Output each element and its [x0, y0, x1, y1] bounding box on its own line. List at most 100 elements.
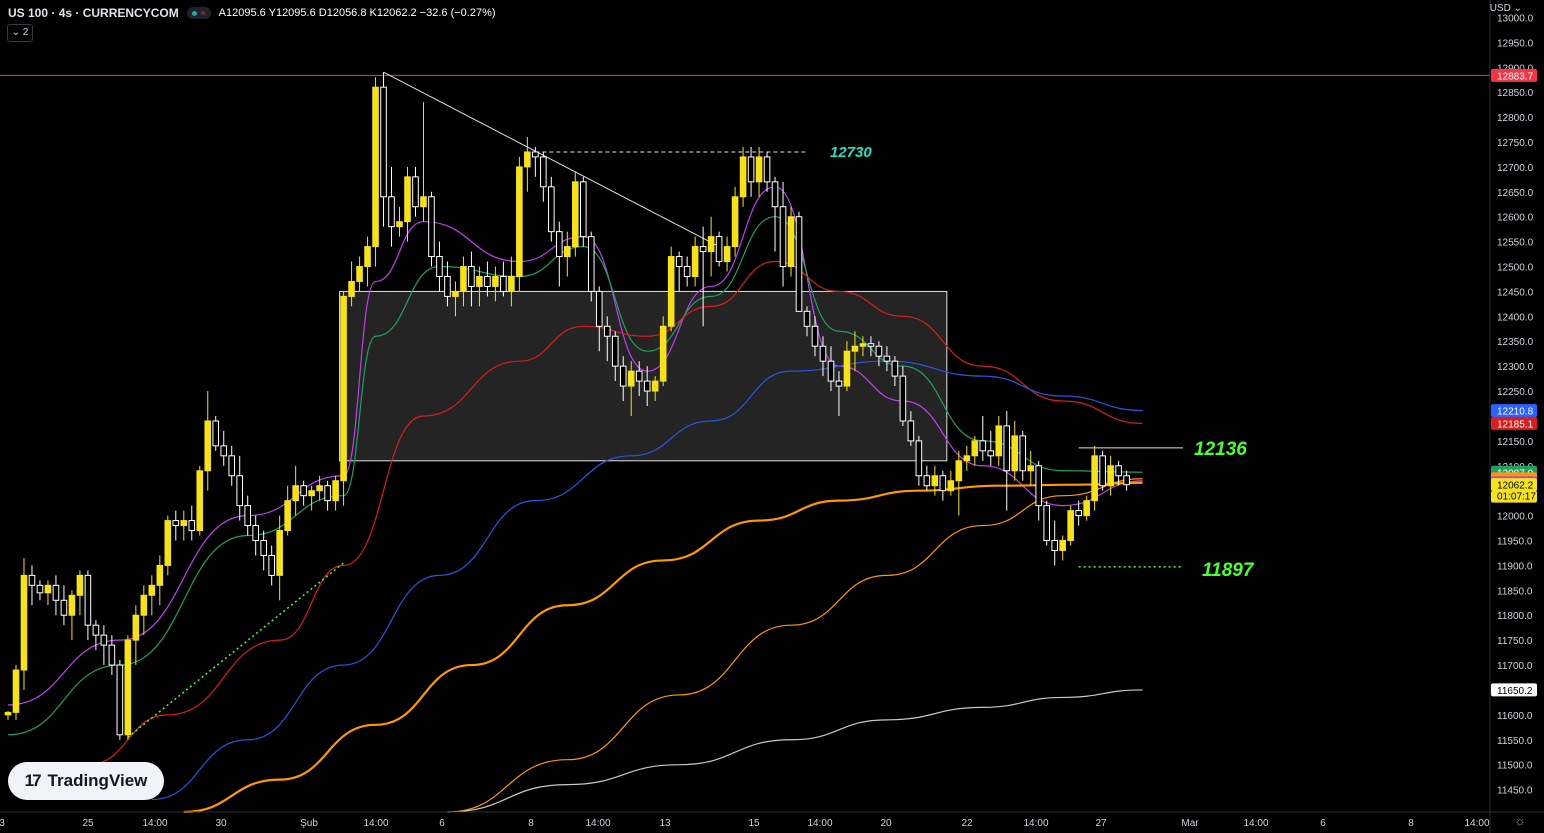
candle-body [587, 236, 595, 292]
y-tick-label: 12750.0 [1497, 138, 1534, 149]
candle-body [851, 345, 859, 352]
candle-body [595, 290, 603, 327]
candle-body [827, 360, 835, 382]
candle-body [691, 246, 699, 277]
x-tick-label: 14:00 [1023, 818, 1048, 829]
candle-body [172, 520, 180, 527]
tradingview-logo[interactable]: 17 TradingView [8, 762, 164, 800]
candle-body [68, 594, 76, 616]
y-tick-label: 12000.0 [1497, 512, 1534, 523]
candle-body [324, 485, 331, 502]
candle-body [1075, 510, 1082, 517]
chart-header: US 100 · 4s · CURRENCYCOM ≈ A12095.6 Y12… [8, 6, 496, 20]
y-tick-label: 11500.0 [1497, 761, 1533, 772]
price-label: 12210.8 [1497, 407, 1534, 418]
currency-selector[interactable]: USD ⌄ [1489, 3, 1522, 14]
price-label: 12185.1 [1497, 419, 1534, 430]
y-tick-label: 11450.0 [1497, 786, 1533, 797]
y-tick-label: 12650.0 [1497, 188, 1534, 199]
candle-body [468, 266, 475, 287]
candle-body [76, 574, 84, 596]
candle-body [140, 594, 148, 616]
y-tick-label: 13000.0 [1497, 13, 1534, 24]
candle-body [747, 156, 755, 183]
price-label-bg [1491, 478, 1537, 492]
candle-body [1115, 465, 1122, 477]
x-tick-label: 14:00 [363, 818, 388, 829]
candle-body [252, 525, 259, 542]
candle-body [1011, 435, 1019, 472]
ohlc-readout: A12095.6 Y12095.6 D12056.8 K12062.2 −32.… [218, 7, 496, 19]
flag-icon: ≈ [200, 8, 206, 18]
candle-body [667, 256, 675, 327]
candle-body [731, 196, 739, 248]
annotation-12136: 12136 [1194, 439, 1247, 460]
candle-body [899, 375, 907, 422]
x-tick-label: 6 [1320, 818, 1326, 829]
price-label-bg [1491, 404, 1537, 418]
candle-body [484, 275, 491, 287]
x-tick-label: 27 [1095, 818, 1107, 829]
candle-body [795, 216, 803, 312]
candle-body [923, 475, 931, 487]
candle-body [164, 520, 172, 566]
candle-body [260, 540, 267, 556]
candle-body [444, 275, 451, 297]
y-tick-label: 11850.0 [1497, 586, 1533, 597]
candle-body [508, 275, 515, 292]
candle-body [651, 380, 659, 392]
candle-body [995, 425, 1003, 457]
candle-body [564, 246, 571, 258]
y-tick-label: 12800.0 [1497, 113, 1534, 124]
price-label-bg [1491, 416, 1537, 430]
y-tick-label: 11600.0 [1497, 711, 1533, 722]
y-tick-label: 11700.0 [1497, 661, 1533, 672]
candle-body [723, 246, 731, 263]
candle-body [276, 530, 283, 576]
market-status-indicator[interactable]: ≈ [186, 7, 211, 19]
candle-body [284, 500, 291, 532]
candle-body [4, 711, 12, 716]
candle-body [124, 639, 132, 736]
y-tick-label: 11800.0 [1497, 611, 1533, 622]
indicator-collapse-button[interactable]: ⌄ 2 [7, 24, 33, 42]
x-tick-label: 8 [1408, 818, 1414, 829]
candle-body [867, 343, 875, 347]
candle-body [755, 156, 763, 183]
consolidation-zone [339, 290, 948, 462]
candle-body [292, 485, 299, 502]
symbol-title[interactable]: US 100 · 4s · CURRENCYCOM [8, 6, 179, 20]
candle-body [12, 669, 20, 713]
candle-body [92, 624, 100, 636]
price-label-bg [1491, 68, 1537, 82]
candle-body [971, 440, 979, 457]
candle-body [108, 644, 116, 666]
candle-body [436, 256, 443, 277]
y-tick-label: 12950.0 [1497, 38, 1534, 49]
candle-body [228, 455, 236, 477]
candle-body [452, 290, 459, 297]
candle-body [308, 490, 315, 497]
price-label: 12883.7 [1497, 71, 1534, 82]
candle-body [396, 221, 403, 228]
x-tick-label: 14:00 [142, 818, 167, 829]
y-tick-label: 12500.0 [1497, 263, 1534, 274]
candle-body [811, 325, 819, 347]
settings-gear-icon[interactable]: ☼ [1514, 813, 1526, 828]
candle-body [963, 455, 971, 462]
candle-body [356, 266, 363, 282]
candle-body [619, 365, 627, 387]
x-tick-label: 22 [961, 818, 973, 829]
x-tick-label: 8 [528, 818, 534, 829]
candle-body [1083, 500, 1090, 517]
moving-average-line-3 [151, 360, 1143, 801]
candle-body [1051, 540, 1058, 551]
candle-body [476, 275, 483, 287]
annotation-12730: 12730 [830, 144, 872, 161]
candle-body [420, 196, 427, 208]
candle-body [787, 216, 795, 268]
candle-body [947, 480, 955, 492]
candle-body [404, 176, 411, 223]
candle-body [300, 485, 307, 497]
